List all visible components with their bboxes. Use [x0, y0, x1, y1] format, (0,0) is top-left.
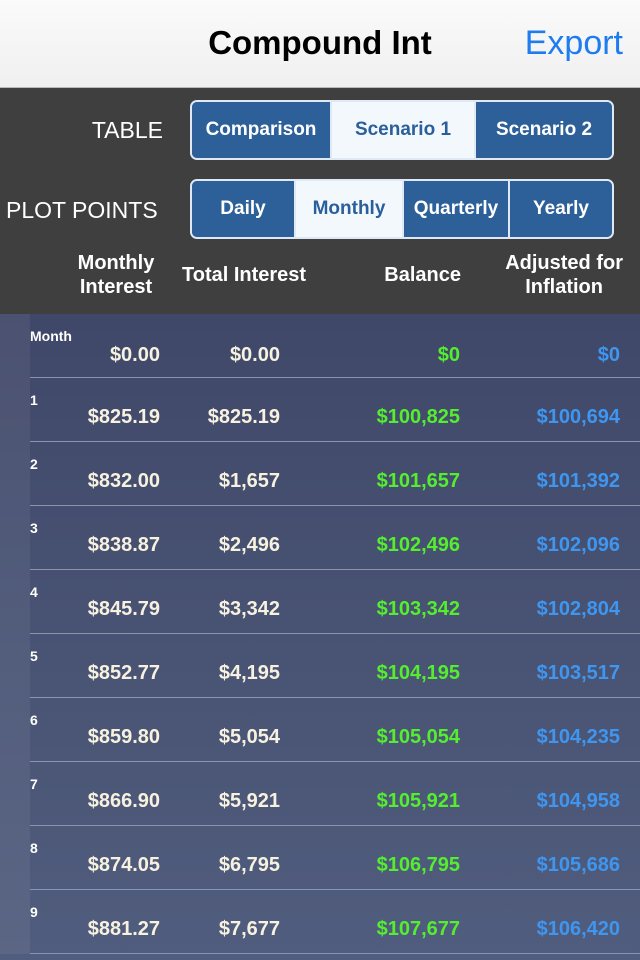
table-row: 3 $838.87 $2,496 $102,496 $102,096: [0, 506, 640, 570]
adjusted-cell: $104,235: [536, 726, 620, 748]
segment-comparison[interactable]: Comparison: [192, 102, 332, 158]
balance-cell: $105,921: [376, 790, 460, 812]
plot-points-label: PLOT POINTS: [6, 197, 158, 223]
controls-panel: TABLE Comparison Scenario 1 Scenario 2 P…: [0, 94, 640, 314]
balance-cell: $103,342: [376, 598, 460, 620]
monthly-interest-cell: $845.79: [87, 598, 160, 620]
segment-scenario-2[interactable]: Scenario 2: [476, 102, 612, 158]
segment-yearly[interactable]: Yearly: [510, 181, 612, 237]
table-segmented-control: Comparison Scenario 1 Scenario 2: [190, 100, 614, 160]
period-label: Month: [30, 328, 72, 344]
column-header-balance: Balance: [384, 264, 461, 286]
total-interest-cell: $825.19: [207, 406, 280, 428]
monthly-interest-cell: $832.00: [87, 470, 160, 492]
balance-cell: $104,195: [376, 662, 460, 684]
balance-cell: $107,677: [376, 918, 460, 940]
segment-quarterly[interactable]: Quarterly: [404, 181, 510, 237]
table-row: 6 $859.80 $5,054 $105,054 $104,235: [0, 698, 640, 762]
period-label: 6: [30, 712, 38, 728]
table-row: Month $0.00 $0.00 $0 $0: [0, 314, 640, 378]
monthly-interest-cell: $838.87: [87, 534, 160, 556]
plot-points-segmented-control: Daily Monthly Quarterly Yearly: [190, 179, 614, 239]
column-header-monthly-interest-line2: Interest: [79, 276, 153, 298]
adjusted-cell: $0: [597, 344, 620, 366]
column-header-monthly-interest-line1: Monthly: [77, 252, 155, 274]
adjusted-cell: $102,096: [536, 534, 620, 556]
monthly-interest-cell: $825.19: [87, 406, 160, 428]
balance-cell: $0: [437, 344, 460, 366]
period-label: 1: [30, 392, 38, 408]
monthly-interest-cell: $874.05: [87, 854, 160, 876]
total-interest-cell: $2,496: [218, 534, 280, 556]
table-row: 4 $845.79 $3,342 $103,342 $102,804: [0, 570, 640, 634]
period-label: 2: [30, 456, 38, 472]
period-label: 8: [30, 840, 38, 856]
column-header-adjusted-for-inflation: Adjusted for Inflation: [505, 251, 623, 299]
monthly-interest-cell: $866.90: [87, 790, 160, 812]
period-label: 3: [30, 520, 38, 536]
total-interest-cell: $3,342: [218, 598, 280, 620]
segment-scenario-1[interactable]: Scenario 1: [332, 102, 476, 158]
segment-monthly[interactable]: Monthly: [296, 181, 404, 237]
column-header-total-interest: Total Interest: [182, 264, 307, 286]
balance-cell: $101,657: [376, 470, 460, 492]
adjusted-cell: $106,420: [536, 918, 620, 940]
column-header-adjusted-line1: Adjusted for: [505, 252, 623, 274]
adjusted-cell: $102,804: [536, 598, 620, 620]
segment-daily[interactable]: Daily: [192, 181, 296, 237]
export-button[interactable]: Export: [524, 24, 623, 62]
total-interest-cell: $7,677: [218, 918, 280, 940]
column-header-adjusted-line2: Inflation: [525, 276, 603, 298]
monthly-interest-cell: $852.77: [87, 662, 160, 684]
adjusted-cell: $103,517: [536, 662, 620, 684]
table-row: 7 $866.90 $5,921 $105,921 $104,958: [0, 762, 640, 826]
table-row: 8 $874.05 $6,795 $106,795 $105,686: [0, 826, 640, 890]
total-interest-cell: $6,795: [218, 854, 280, 876]
total-interest-cell: $1,657: [218, 470, 280, 492]
navigation-bar: Compound Int Export: [0, 0, 640, 88]
total-interest-cell: $0.00: [229, 344, 280, 366]
total-interest-cell: $4,195: [218, 662, 280, 684]
balance-cell: $105,054: [376, 726, 460, 748]
balance-cell: $106,795: [376, 854, 460, 876]
period-label: 4: [30, 584, 38, 600]
period-label: 5: [30, 648, 38, 664]
results-table[interactable]: Month $0.00 $0.00 $0 $0 1 $825.19 $825.1…: [0, 314, 640, 960]
total-interest-cell: $5,921: [218, 790, 280, 812]
balance-cell: $102,496: [376, 534, 460, 556]
adjusted-cell: $105,686: [536, 854, 620, 876]
monthly-interest-cell: $859.80: [87, 726, 160, 748]
monthly-interest-cell: $0.00: [109, 344, 160, 366]
adjusted-cell: $100,694: [536, 406, 620, 428]
table-row: 5 $852.77 $4,195 $104,195 $103,517: [0, 634, 640, 698]
table-row: 2 $832.00 $1,657 $101,657 $101,392: [0, 442, 640, 506]
balance-cell: $100,825: [376, 406, 460, 428]
total-interest-cell: $5,054: [218, 726, 280, 748]
adjusted-cell: $101,392: [536, 470, 620, 492]
column-header-monthly-interest: Monthly Interest: [71, 251, 161, 299]
monthly-interest-cell: $881.27: [87, 918, 160, 940]
page-title: Compound Int: [208, 24, 432, 61]
table-label: TABLE: [91, 117, 163, 143]
table-row: 1 $825.19 $825.19 $100,825 $100,694: [0, 378, 640, 442]
adjusted-cell: $104,958: [536, 790, 620, 812]
table-row: 9 $881.27 $7,677 $107,677 $106,420: [0, 890, 640, 954]
period-label: 9: [30, 904, 38, 920]
period-label: 7: [30, 776, 38, 792]
